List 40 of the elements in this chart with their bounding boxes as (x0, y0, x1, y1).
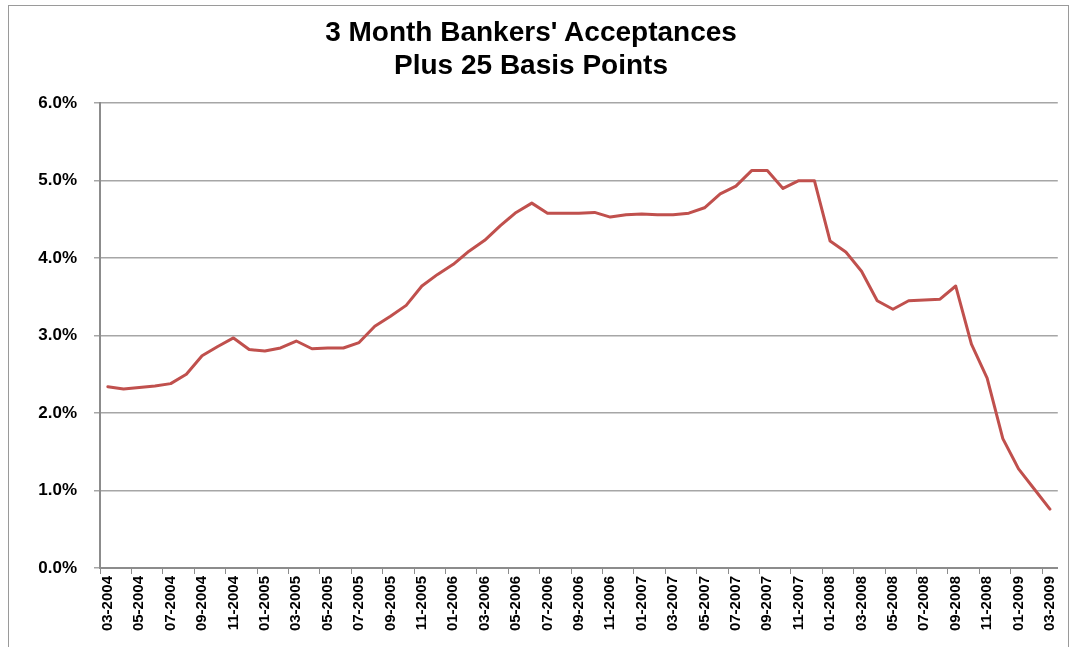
x-tick-label: 11-2008 (977, 576, 995, 631)
x-tick-label: 11-2006 (600, 576, 618, 631)
x-tick-label: 03-2004 (97, 575, 115, 632)
x-tick-label: 05-2006 (506, 576, 524, 632)
x-tick-label: 05-2007 (694, 576, 712, 632)
x-tick-label: 09-2004 (192, 575, 210, 632)
y-tick-label: 4.0% (38, 247, 77, 267)
y-tick-label: 5.0% (38, 170, 77, 190)
x-tick-label: 07-2004 (160, 575, 178, 632)
x-tick-label: 01-2005 (255, 576, 273, 632)
x-tick-label: 11-2007 (788, 576, 806, 631)
y-tick-label: 6.0% (38, 92, 77, 112)
x-tick-label: 03-2009 (1040, 576, 1058, 632)
x-tick-label: 01-2008 (820, 576, 838, 632)
x-tick-label: 03-2007 (663, 576, 681, 632)
x-tick-label: 09-2006 (569, 576, 587, 632)
x-tick-label: 03-2006 (474, 576, 492, 632)
x-tick-label: 07-2005 (349, 576, 367, 632)
x-tick-label: 09-2007 (757, 576, 775, 632)
x-tick-label: 05-2005 (317, 576, 335, 632)
y-tick-label: 0.0% (38, 557, 77, 577)
y-tick-label: 2.0% (38, 402, 77, 422)
x-tick-label: 01-2009 (1008, 576, 1026, 632)
x-tick-label: 01-2006 (443, 576, 461, 632)
chart-title: 3 Month Bankers' Acceptances (325, 15, 737, 47)
x-tick-label: 11-2004 (223, 575, 241, 631)
chart-subtitle: Plus 25 Basis Points (394, 49, 668, 81)
x-tick-label: 09-2005 (380, 576, 398, 632)
y-tick-label: 3.0% (38, 325, 77, 345)
x-tick-label: 07-2006 (537, 576, 555, 632)
x-tick-label: 03-2008 (851, 576, 869, 632)
x-tick-label: 11-2005 (412, 576, 430, 631)
x-tick-label: 09-2008 (945, 576, 963, 632)
x-tick-label: 07-2007 (726, 576, 744, 632)
y-tick-label: 1.0% (38, 480, 77, 500)
x-tick-label: 05-2004 (129, 575, 147, 632)
x-tick-label: 05-2008 (883, 576, 901, 632)
x-tick-label: 01-2007 (631, 576, 649, 632)
x-tick-label: 03-2005 (286, 576, 304, 632)
x-tick-label: 07-2008 (914, 576, 932, 632)
